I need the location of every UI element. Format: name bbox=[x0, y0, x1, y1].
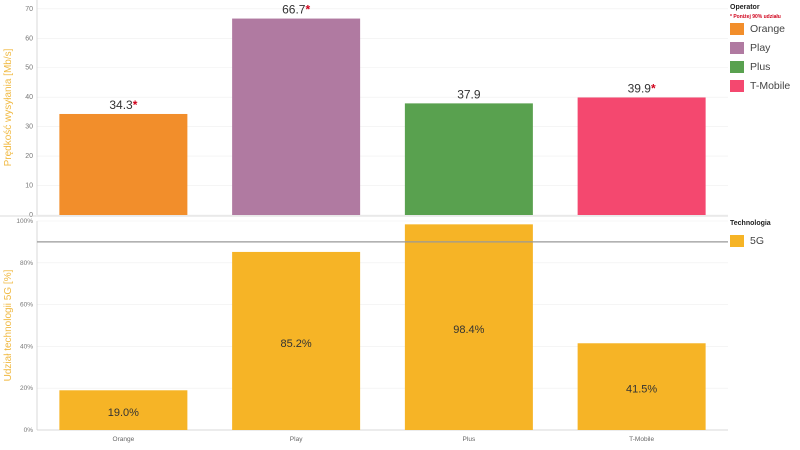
top-y-axis-title: Prędkość wysyłania [Mb/s] bbox=[3, 48, 14, 166]
legend-note: * Poniżej 90% udziału bbox=[730, 14, 781, 20]
chart: 0 10 20 30 40 50 60 70 34.3* 66.7* 37.9 39.9* Prędko… bbox=[0, 0, 728, 443]
bar-upload-play bbox=[232, 18, 361, 215]
x-category-label: Play bbox=[290, 436, 303, 443]
bar-upload-t-mobile bbox=[577, 97, 706, 215]
top-y-tick-label: 70 bbox=[25, 6, 33, 13]
legend-item-5g[interactable]: 5G bbox=[730, 234, 764, 248]
bar-upload-orange bbox=[59, 113, 188, 215]
legend-item-plus[interactable]: Plus bbox=[730, 60, 770, 74]
legend-swatch bbox=[730, 61, 744, 73]
bar-5g-play bbox=[232, 251, 361, 430]
legend: Operator * Poniżej 90% udziału Orange Pla… bbox=[728, 0, 800, 450]
5g-share-panel: 0% 20% 40% 60% 80% 100% 19.0% Orange 85.2% Play 98… bbox=[3, 218, 728, 443]
legend-operator-title: Operator bbox=[730, 4, 760, 11]
upload-value-label: 37.9 bbox=[457, 87, 481, 101]
top-y-tick-label: 30 bbox=[25, 124, 33, 131]
bar-5g-orange bbox=[59, 390, 188, 430]
bottom-y-axis-title: Udział technologii 5G [%] bbox=[3, 269, 14, 381]
top-y-tick-label: 0 bbox=[29, 212, 33, 219]
5g-value-label: 98.4% bbox=[453, 324, 484, 336]
bottom-y-tick-label: 80% bbox=[20, 260, 33, 267]
bottom-y-tick-label: 40% bbox=[20, 343, 33, 350]
legend-item-t-mobile[interactable]: T-Mobile bbox=[730, 79, 790, 93]
legend-swatch bbox=[730, 235, 744, 247]
top-y-tick-label: 60 bbox=[25, 35, 33, 42]
legend-item-play[interactable]: Play bbox=[730, 41, 770, 55]
legend-label: Orange bbox=[750, 23, 786, 35]
top-y-tick-label: 20 bbox=[25, 153, 33, 160]
5g-value-label: 85.2% bbox=[281, 338, 312, 350]
bar-5g-plus bbox=[404, 224, 533, 430]
flag-asterisk: * bbox=[305, 3, 310, 17]
legend-label: Play bbox=[750, 42, 771, 54]
5g-value-label: 19.0% bbox=[108, 407, 139, 419]
legend-swatch bbox=[730, 23, 744, 35]
legend-label: T-Mobile bbox=[750, 80, 791, 92]
bottom-y-tick-label: 100% bbox=[16, 218, 33, 225]
top-y-tick-label: 10 bbox=[25, 183, 33, 190]
top-y-tick-label: 40 bbox=[25, 94, 33, 101]
flag-asterisk: * bbox=[651, 81, 656, 95]
upload-value-label: 39.9* bbox=[628, 81, 656, 95]
legend-technology-title: Technologia bbox=[730, 220, 771, 227]
bottom-y-tick-label: 60% bbox=[20, 302, 33, 309]
5g-value-label: 41.5% bbox=[626, 384, 657, 396]
top-y-tick-label: 50 bbox=[25, 65, 33, 72]
legend-swatch bbox=[730, 42, 744, 54]
x-category-label: Orange bbox=[113, 436, 135, 443]
bar-5g-t-mobile bbox=[577, 343, 706, 430]
flag-asterisk: * bbox=[133, 98, 138, 112]
bottom-y-tick-label: 0% bbox=[24, 427, 34, 434]
upload-value-label: 34.3* bbox=[109, 98, 137, 112]
legend-item-orange[interactable]: Orange bbox=[730, 22, 785, 36]
bar-upload-plus bbox=[404, 103, 533, 215]
x-category-label: Plus bbox=[463, 436, 476, 443]
upload-speed-panel: 0 10 20 30 40 50 60 70 34.3* 66.7* 37.9 39.9* Prędko… bbox=[3, 0, 728, 219]
legend-swatch bbox=[730, 80, 744, 92]
x-category-label: T-Mobile bbox=[629, 436, 654, 443]
legend-label: Plus bbox=[750, 61, 771, 73]
legend-label: 5G bbox=[750, 235, 765, 247]
bottom-y-tick-label: 20% bbox=[20, 385, 33, 392]
upload-value-label: 66.7* bbox=[282, 3, 310, 17]
